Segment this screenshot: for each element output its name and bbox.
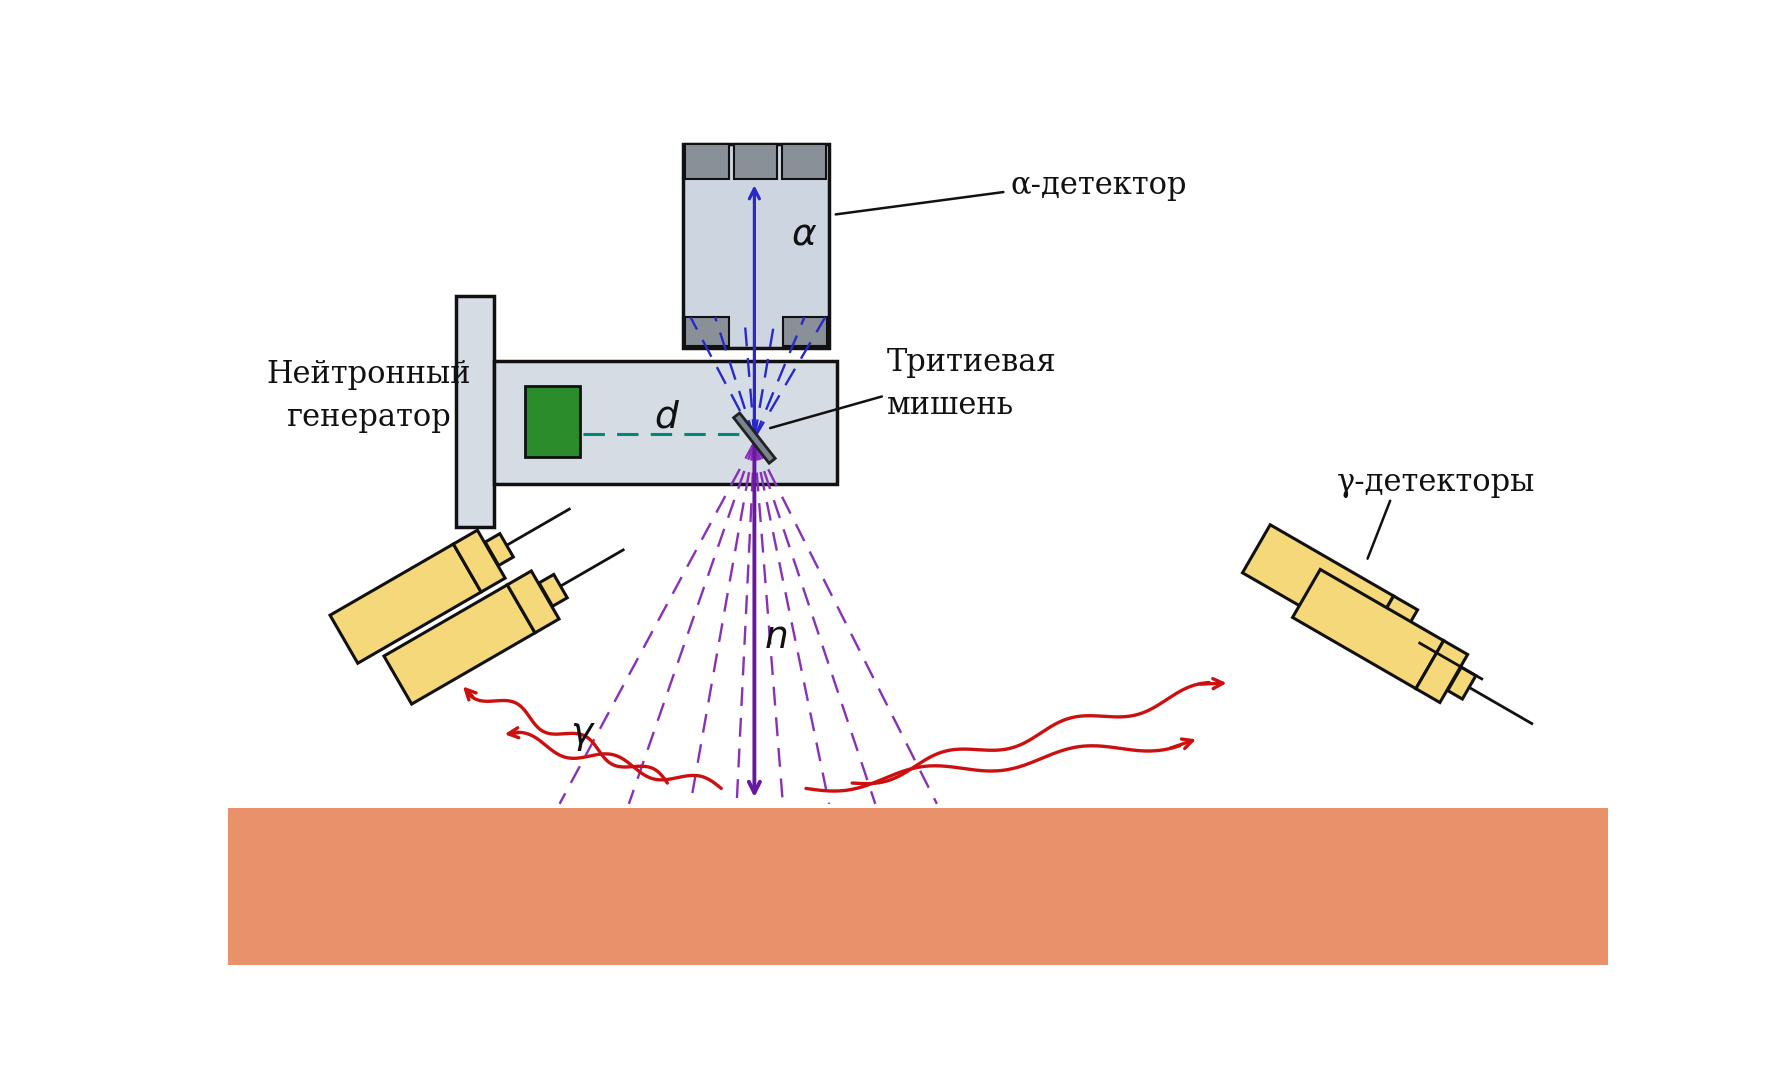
Text: Тритиевая
мишень: Тритиевая мишень xyxy=(887,347,1057,422)
Bar xyxy=(733,144,778,179)
Text: α-детектор: α-детектор xyxy=(1011,170,1186,201)
Polygon shape xyxy=(383,585,536,705)
Polygon shape xyxy=(1242,525,1394,644)
Bar xyxy=(783,318,826,347)
Bar xyxy=(495,361,837,485)
Text: γ-детекторы: γ-детекторы xyxy=(1337,467,1536,499)
Text: Нейтронный
генератор: Нейтронный генератор xyxy=(267,359,471,433)
Bar xyxy=(525,386,581,456)
Polygon shape xyxy=(1366,596,1417,658)
Polygon shape xyxy=(733,413,776,463)
Polygon shape xyxy=(1448,668,1477,699)
Polygon shape xyxy=(1416,641,1468,702)
Bar xyxy=(683,144,830,348)
Bar xyxy=(455,296,495,527)
Polygon shape xyxy=(330,544,480,663)
Text: $\gamma$: $\gamma$ xyxy=(570,717,595,752)
Polygon shape xyxy=(453,530,505,592)
Bar xyxy=(685,144,729,179)
Polygon shape xyxy=(539,575,568,606)
Bar xyxy=(229,808,1609,965)
Polygon shape xyxy=(507,571,559,633)
Bar xyxy=(781,144,826,179)
Text: $n$: $n$ xyxy=(763,620,787,656)
Text: $\alpha$: $\alpha$ xyxy=(792,216,817,253)
Polygon shape xyxy=(486,533,513,566)
Polygon shape xyxy=(1398,622,1426,655)
Bar xyxy=(685,318,729,347)
Polygon shape xyxy=(1292,569,1444,688)
Text: $d$: $d$ xyxy=(654,399,681,436)
